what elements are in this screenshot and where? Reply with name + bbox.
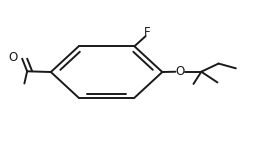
Text: F: F <box>144 26 150 39</box>
Text: O: O <box>176 65 185 78</box>
Text: O: O <box>9 51 18 64</box>
